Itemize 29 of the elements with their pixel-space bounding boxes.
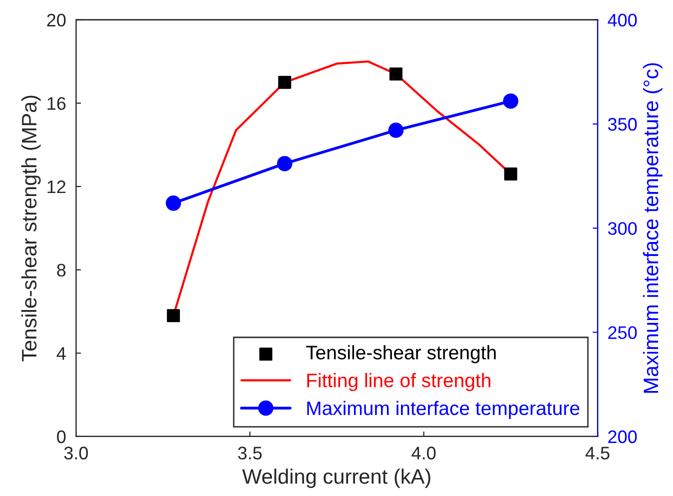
point [388, 122, 404, 138]
x-tick-label: 4.0 [412, 446, 436, 460]
point [166, 196, 182, 211]
y2-tick-label: 250 [608, 326, 637, 340]
y2-tick-label: 200 [608, 430, 637, 444]
y2-tick-label: 400 [608, 14, 637, 27]
point [504, 167, 518, 180]
y2-axis-title: Maximum interface temperature (°c) [643, 63, 662, 393]
x-tick-label: 3.0 [64, 446, 88, 460]
point [278, 76, 292, 89]
y-tick-label: 4 [56, 347, 66, 360]
legend-label: Maximum interface temperature [307, 400, 580, 419]
y-axis-title: Tensile-shear strength (MPa) [21, 96, 41, 362]
y-tick-label: 8 [57, 264, 66, 277]
y-tick-label: 16 [48, 97, 66, 110]
y-tick-label: 12 [48, 180, 66, 194]
point [389, 68, 402, 81]
legend-label: Fitting line of strength [307, 373, 490, 392]
point [503, 93, 518, 109]
point [277, 156, 292, 172]
y2-tick-label: 300 [608, 222, 637, 235]
y2-tick-label: 350 [608, 118, 637, 131]
point [166, 309, 180, 322]
legend-label: Tensile-shear strength [306, 345, 496, 364]
y-tick-label: 20 [47, 14, 66, 27]
x-axis-title: Welding current (kA) [242, 468, 430, 488]
x-tick-label: 3.5 [238, 446, 262, 460]
y-tick-label: 0 [56, 430, 66, 444]
x-tick-label: 4.5 [585, 446, 610, 460]
